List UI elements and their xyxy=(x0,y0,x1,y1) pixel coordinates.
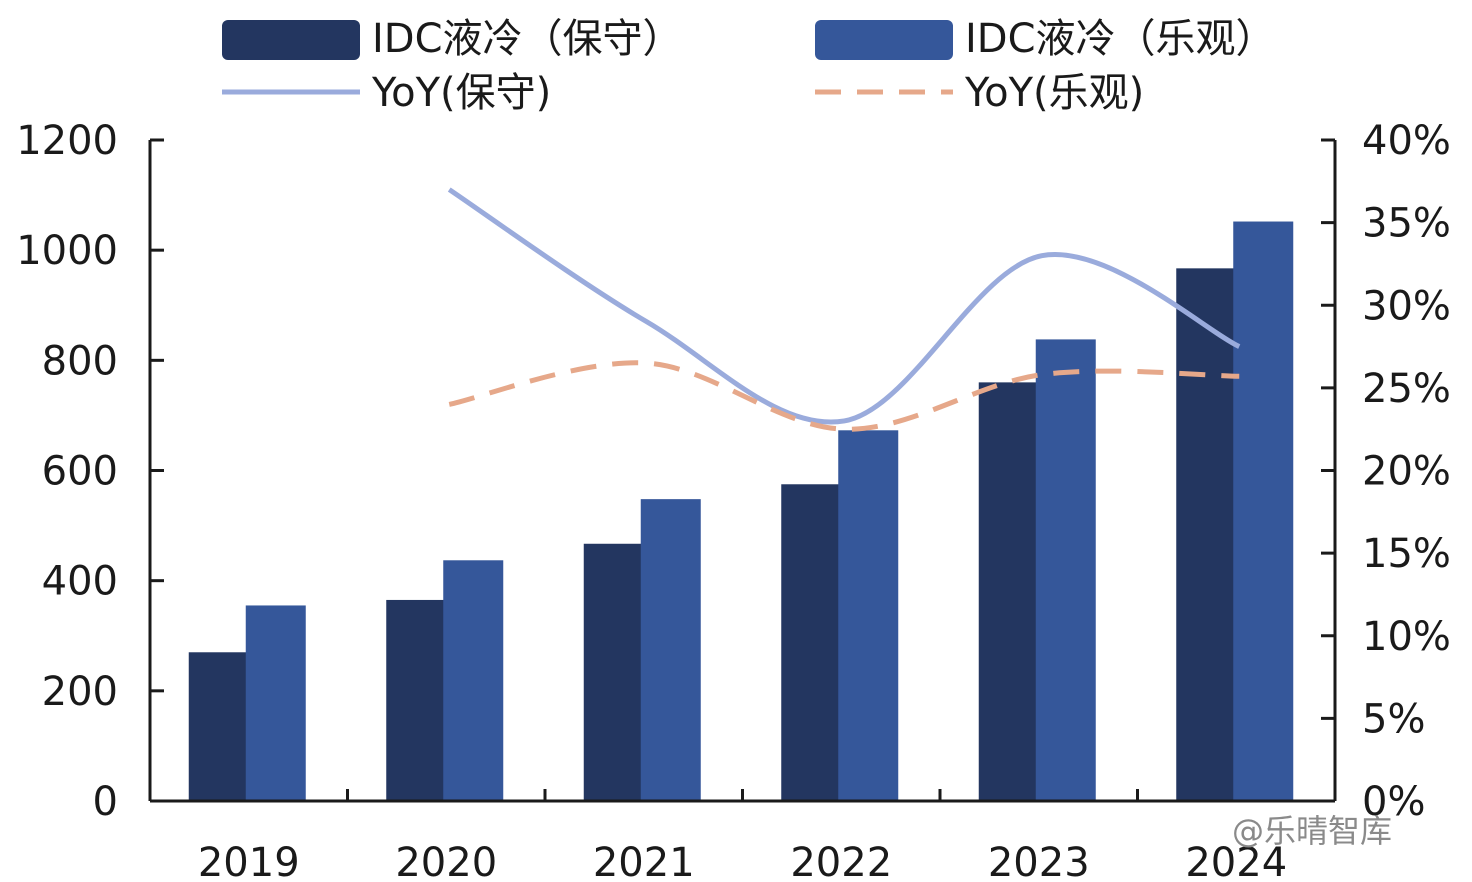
bar-optimistic-2024 xyxy=(1233,221,1294,802)
bar-conservative-2020 xyxy=(386,599,447,801)
legend-label: IDC液冷（保守） xyxy=(372,16,683,62)
bar-optimistic-2020 xyxy=(443,560,504,801)
right-y-axis: 0% 5% 10% 15% 20% 25% 30% 35% 40% xyxy=(1321,118,1451,825)
bar-conservative-2021 xyxy=(583,543,644,801)
x-tick-label-2019: 2019 xyxy=(198,840,300,882)
right-tick-label: 5% xyxy=(1362,696,1425,742)
x-tick-label-2022: 2022 xyxy=(790,840,892,882)
right-tick-label: 20% xyxy=(1362,449,1451,495)
bar-conservative-2022 xyxy=(781,484,842,801)
right-tick-label: 35% xyxy=(1362,201,1451,247)
left-y-axis: 0 200 400 600 800 1000 1200 xyxy=(16,118,164,825)
legend-swatch xyxy=(815,20,953,60)
legend-label: YoY(乐观) xyxy=(964,70,1144,116)
right-tick-label: 0% xyxy=(1362,779,1425,825)
left-tick-label: 1000 xyxy=(16,228,118,274)
yoy-lines xyxy=(447,187,1241,432)
bar-optimistic-2019 xyxy=(245,605,306,801)
right-tick-label: 10% xyxy=(1362,614,1451,660)
x-tick-label-2021: 2021 xyxy=(593,840,695,882)
right-tick-label: 25% xyxy=(1362,366,1451,412)
legend-label: YoY(保守) xyxy=(371,70,551,116)
left-tick-label: 600 xyxy=(42,449,118,495)
bar-conservative-2023 xyxy=(978,382,1039,801)
bars xyxy=(188,221,1294,802)
right-tick-label: 15% xyxy=(1362,531,1451,577)
yoy-optimistic-line xyxy=(448,360,1240,432)
x-tick-label-2020: 2020 xyxy=(395,840,497,882)
bar-optimistic-2023 xyxy=(1035,339,1096,801)
legend-swatch xyxy=(222,20,360,60)
right-tick-label: 40% xyxy=(1362,118,1451,164)
bar-conservative-2019 xyxy=(188,652,249,801)
x-tick-label-2023: 2023 xyxy=(988,840,1090,882)
legend: IDC液冷（保守） IDC液冷（乐观） YoY(保守) YoY(乐观) xyxy=(222,16,1276,116)
legend-label: IDC液冷（乐观） xyxy=(965,16,1276,62)
x-axis: 2019 2020 2021 2022 2023 2024 xyxy=(148,789,1337,882)
bar-optimistic-2021 xyxy=(640,499,701,801)
left-tick-label: 800 xyxy=(42,338,118,384)
watermark-text: @乐晴智库 xyxy=(1232,812,1392,850)
axes xyxy=(148,140,1337,803)
left-tick-label: 400 xyxy=(42,559,118,605)
bar-conservative-2024 xyxy=(1176,268,1237,801)
bar-optimistic-2022 xyxy=(838,430,899,801)
left-tick-label: 200 xyxy=(42,669,118,715)
left-tick-label: 0 xyxy=(93,779,118,825)
yoy-conservative-line xyxy=(447,187,1241,425)
right-tick-label: 30% xyxy=(1362,283,1451,329)
watermark: @乐晴智库 xyxy=(1232,812,1392,850)
x-tick-label-2024: 2024 xyxy=(1185,840,1287,882)
left-tick-label: 1200 xyxy=(16,118,118,164)
